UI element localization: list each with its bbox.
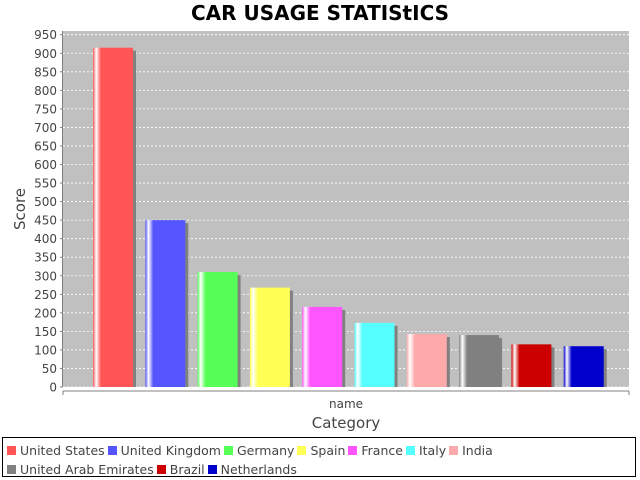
- bar: [459, 335, 500, 387]
- bar: [563, 346, 604, 387]
- legend-label: United Arab Emirates: [20, 462, 154, 477]
- legend-swatch: [405, 446, 415, 455]
- chart-legend: United States United Kingdom Germany Spain F…: [2, 437, 636, 477]
- x-category-label: name: [329, 397, 363, 411]
- legend-swatch: [7, 465, 16, 474]
- y-tick-label: 0: [49, 381, 57, 395]
- bar: [93, 47, 133, 387]
- bar: [406, 333, 447, 387]
- y-tick-label: 850: [34, 65, 57, 79]
- y-tick-label: 200: [34, 306, 57, 320]
- legend-item: Netherlands: [207, 460, 297, 479]
- legend-item: United Kingdom: [107, 441, 221, 460]
- legend-swatch: [7, 446, 16, 455]
- y-tick-label: 900: [34, 47, 57, 61]
- legend-label: Spain: [310, 443, 346, 458]
- y-tick-label: 400: [34, 232, 57, 246]
- bar: [197, 272, 238, 387]
- y-tick-label: 100: [34, 343, 57, 357]
- y-tick-label: 500: [34, 195, 57, 209]
- legend-item: United Arab Emirates: [7, 460, 154, 479]
- legend-swatch: [348, 446, 358, 455]
- y-tick-label: 150: [34, 325, 57, 339]
- chart-plot: 0 50 100 150 200 250 300 350 400 450 500 550 600 650 7…: [11, 28, 630, 432]
- y-tick-label: 550: [34, 177, 57, 191]
- legend-swatch: [207, 465, 217, 474]
- legend-label: United Kingdom: [120, 443, 221, 458]
- y-tick-label: 800: [34, 84, 57, 98]
- bar: [249, 287, 290, 387]
- legend-swatch: [297, 446, 307, 455]
- legend-swatch: [156, 465, 166, 474]
- legend-label: Italy: [418, 443, 447, 458]
- y-tick-label: 250: [34, 288, 57, 302]
- legend-swatch: [224, 446, 233, 455]
- y-axis-title: Score: [11, 188, 29, 230]
- legend-item: France: [348, 441, 403, 460]
- x-axis-title: Category: [312, 414, 381, 432]
- legend-item: Germany: [224, 441, 294, 460]
- bar: [354, 322, 395, 387]
- legend-label: India: [462, 443, 493, 458]
- legend-label: Brazil: [169, 462, 205, 477]
- legend-item: Brazil: [156, 460, 205, 479]
- legend-item: United States: [7, 441, 105, 460]
- y-tick-label: 450: [34, 214, 57, 228]
- legend-label: Germany: [237, 443, 295, 458]
- bar: [145, 220, 186, 387]
- legend-item: India: [449, 441, 493, 460]
- legend-swatch: [107, 446, 117, 455]
- legend-item: Spain: [297, 441, 345, 460]
- legend-label: France: [361, 443, 403, 458]
- y-tick-label: 300: [34, 269, 57, 283]
- legend-swatch: [449, 446, 459, 455]
- legend-item: Italy: [405, 441, 447, 460]
- y-tick-label: 950: [34, 28, 57, 42]
- chart-title: CAR USAGE STATIStICS: [190, 1, 450, 25]
- bar: [511, 344, 552, 387]
- y-tick-label: 700: [34, 121, 57, 135]
- bar: [302, 306, 343, 387]
- y-tick-label: 750: [34, 102, 57, 116]
- y-tick-label: 600: [34, 158, 57, 172]
- y-tick-label: 650: [34, 139, 57, 153]
- legend-label: United States: [20, 443, 105, 458]
- y-tick-label: 50: [42, 362, 57, 376]
- legend-label: Netherlands: [220, 462, 297, 477]
- y-tick-label: 350: [34, 251, 57, 265]
